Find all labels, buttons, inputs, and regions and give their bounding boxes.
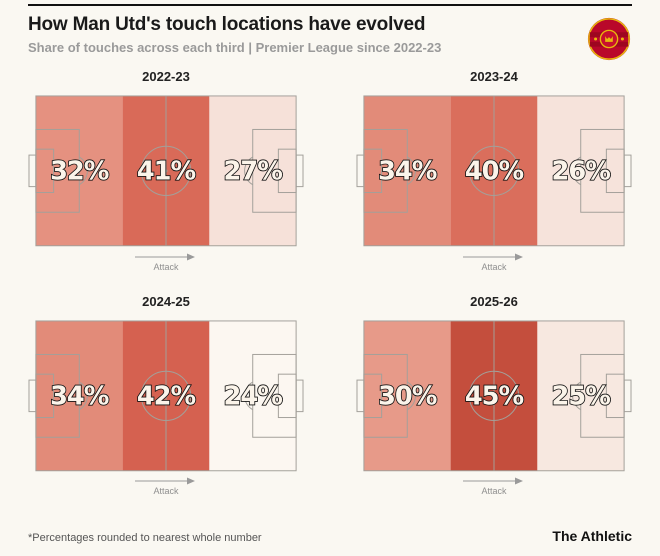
value-label-middle: 40%: [465, 157, 524, 187]
footer: *Percentages rounded to nearest whole nu…: [28, 528, 632, 544]
pitch-card-2025-26: 2025-26 30% 45% 25% Attack: [356, 293, 632, 496]
attack-direction: Attack: [356, 252, 632, 272]
season-label: 2024-25: [142, 293, 190, 309]
season-label: 2025-26: [470, 293, 518, 309]
pitch-2022-23: 32% 41% 27%: [28, 92, 304, 250]
attack-direction: Attack: [356, 477, 632, 496]
value-label-attacking: 27%: [224, 157, 283, 187]
value-label-middle: 42%: [137, 381, 196, 411]
attack-label: Attack: [153, 261, 179, 272]
pitch-card-2023-24: 2023-24 34% 40% 26% Attack: [356, 69, 632, 272]
value-label-defensive: 32%: [50, 157, 109, 187]
value-label-defensive: 34%: [50, 381, 109, 411]
value-label-attacking: 24%: [224, 381, 283, 411]
top-rule: [28, 4, 632, 6]
pitch-2025-26: 30% 45% 25%: [356, 317, 632, 475]
value-label-attacking: 26%: [552, 157, 611, 187]
attack-label: Attack: [481, 486, 507, 497]
value-label-defensive: 34%: [378, 157, 437, 187]
page-subtitle: Share of touches across each third | Pre…: [28, 40, 442, 55]
season-label: 2022-23: [142, 69, 190, 84]
brand-logo: The Athletic: [552, 528, 632, 544]
header: How Man Utd's touch locations have evolv…: [28, 14, 632, 61]
pitch-card-2024-25: 2024-25 34% 42% 24% Attack: [28, 293, 304, 496]
man-utd-crest-icon: [586, 16, 632, 62]
attack-direction: Attack: [28, 252, 304, 272]
pitch-2023-24: 34% 40% 26%: [356, 92, 632, 250]
value-label-middle: 41%: [137, 157, 196, 187]
pitch-card-2022-23: 2022-23 32% 41% 27% Attack: [28, 69, 304, 272]
value-label-middle: 45%: [465, 381, 524, 411]
attack-label: Attack: [153, 486, 179, 497]
page-title: How Man Utd's touch locations have evolv…: [28, 14, 426, 35]
attack-label: Attack: [481, 261, 507, 272]
pitch-2024-25: 34% 42% 24%: [28, 317, 304, 475]
value-label-attacking: 25%: [552, 381, 611, 411]
pitch-grid: 2022-23 32% 41% 27% Attack 2023-24: [28, 69, 632, 496]
footnote: *Percentages rounded to nearest whole nu…: [28, 532, 262, 544]
season-label: 2023-24: [470, 69, 518, 84]
value-label-defensive: 30%: [378, 381, 437, 411]
attack-direction: Attack: [28, 477, 304, 496]
